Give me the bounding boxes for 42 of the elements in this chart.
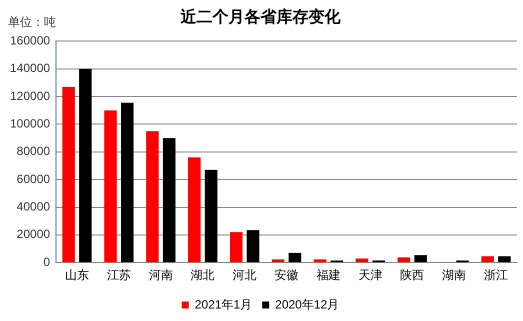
bar xyxy=(230,232,243,262)
bar xyxy=(356,258,368,262)
bar xyxy=(414,255,427,262)
bar xyxy=(62,86,75,262)
y-tick-label: 100000 xyxy=(10,116,50,131)
bar xyxy=(481,256,494,262)
bar xyxy=(288,252,302,262)
y-tick-label: 0 xyxy=(43,254,50,269)
x-tick-label: 湖南 xyxy=(442,268,466,282)
y-tick-label: 120000 xyxy=(10,88,50,103)
x-tick-label: 山东 xyxy=(64,268,89,282)
x-tick-label: 河南 xyxy=(148,268,173,282)
x-tick-label: 湖北 xyxy=(190,268,215,282)
bar xyxy=(188,157,201,262)
y-tick-label: 60000 xyxy=(16,172,50,186)
y-tick-label: 40000 xyxy=(16,200,50,214)
bar xyxy=(204,170,218,262)
legend-label: 2021年1月 xyxy=(194,297,252,312)
bar xyxy=(146,131,159,262)
y-tick-label: 140000 xyxy=(10,61,50,76)
bar xyxy=(398,257,410,262)
x-tick-label: 天津 xyxy=(358,268,382,282)
y-tick-label: 160000 xyxy=(10,34,50,48)
x-tick-label: 浙江 xyxy=(484,268,508,282)
bar xyxy=(104,110,117,262)
y-tick-label: 20000 xyxy=(16,227,50,242)
bar xyxy=(498,256,511,262)
text: 单位：吨 xyxy=(8,14,56,31)
x-tick-label: 福建 xyxy=(316,268,340,282)
x-tick-label: 河北 xyxy=(232,268,257,282)
y-tick-label: 80000 xyxy=(16,144,50,158)
chart-title: 近二个月各省库存变化 xyxy=(180,6,342,26)
bar xyxy=(314,259,326,262)
x-tick-label: 陕西 xyxy=(400,268,424,282)
bar xyxy=(79,68,92,262)
x-tick-label: 安徽 xyxy=(274,268,299,282)
legend-label: 2020年12月 xyxy=(275,297,340,312)
bar xyxy=(120,102,134,262)
bar xyxy=(272,259,284,262)
bar xyxy=(246,230,260,262)
bar xyxy=(162,138,176,262)
x-tick-label: 江苏 xyxy=(106,268,131,282)
